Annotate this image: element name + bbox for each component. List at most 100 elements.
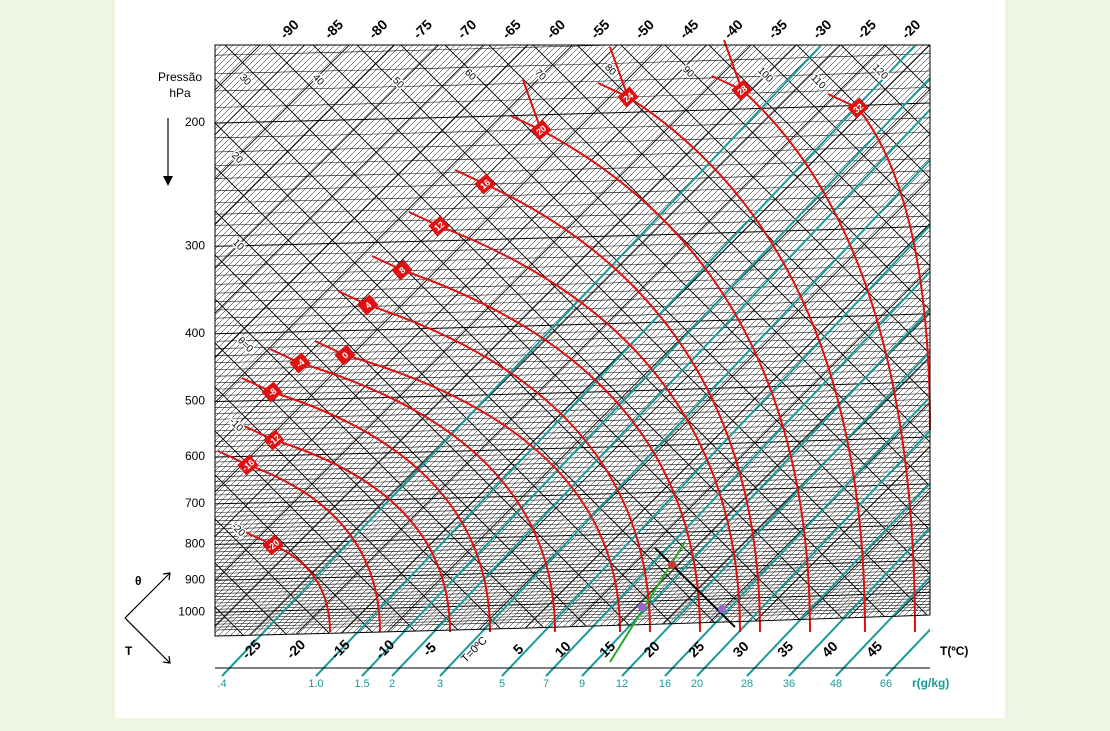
isobar	[215, 205, 930, 226]
hatch	[297, 45, 930, 636]
isotherm	[215, 45, 752, 636]
hatch	[507, 45, 930, 636]
hatch	[483, 45, 930, 636]
isobar	[215, 520, 930, 541]
hatch	[215, 45, 741, 636]
dry-adiabat	[215, 45, 397, 636]
hatch	[735, 45, 930, 636]
dry-adiabat	[707, 45, 930, 636]
isobar	[215, 281, 930, 302]
hatch	[215, 45, 513, 636]
hatch	[753, 45, 930, 636]
hatch	[215, 45, 381, 636]
hatch	[215, 45, 759, 636]
dry-adiabat	[0, 0, 88, 700]
hatch	[215, 45, 711, 636]
mixing-ratio-label: 48	[830, 678, 842, 690]
mixing-ratio-line	[746, 481, 930, 677]
isobar	[215, 381, 930, 403]
isobar	[215, 606, 930, 628]
wet-adiabat-tag	[261, 381, 283, 403]
hatch	[215, 45, 885, 636]
dry-adiabat	[267, 45, 930, 636]
isotherm	[215, 45, 663, 636]
pressure-label: 500	[185, 394, 205, 408]
isobar	[215, 289, 930, 311]
dry-adiabat	[487, 45, 930, 636]
pressure-label: 200	[185, 115, 205, 129]
hatch	[543, 45, 930, 636]
hatch	[215, 45, 459, 636]
isobar	[215, 45, 930, 56]
isobar	[215, 504, 930, 526]
isotherm	[215, 45, 395, 636]
mixing-ratio-line	[221, 45, 822, 677]
hatch	[215, 45, 831, 636]
mixing-ratio-unit: r(g/kg)	[912, 676, 949, 690]
wet-adiabat	[241, 377, 491, 633]
mixing-ratio-line	[361, 76, 930, 677]
dry-adiabat	[0, 0, 132, 700]
wet-adiabat-label: 12	[432, 219, 446, 233]
hatch	[215, 45, 537, 636]
hatch	[215, 45, 393, 636]
hatch	[657, 45, 930, 636]
hatch	[215, 45, 483, 636]
hatch	[681, 45, 930, 636]
hatch	[215, 45, 363, 636]
hatch	[215, 45, 423, 636]
arrow-head	[163, 176, 173, 186]
t-label: T	[125, 644, 133, 658]
pressure-label: 1000	[178, 604, 205, 618]
isotherm	[586, 45, 930, 636]
isobar	[215, 145, 930, 166]
hatch	[215, 45, 747, 636]
hatch	[429, 45, 930, 636]
isobar	[215, 508, 930, 530]
isobar	[215, 245, 930, 267]
hatch	[387, 45, 930, 636]
hatch	[215, 45, 777, 636]
isobar	[215, 320, 930, 342]
hatch	[215, 45, 627, 636]
hatch	[215, 45, 345, 636]
mixing-ratio-label: 16	[659, 678, 671, 690]
isobar	[215, 254, 930, 276]
hatch	[215, 45, 543, 636]
isobar	[215, 546, 930, 567]
isobar	[215, 235, 930, 257]
hatch	[215, 45, 453, 636]
path-line	[654, 547, 736, 628]
hatch	[215, 45, 843, 636]
hatch	[215, 45, 645, 636]
hatch	[405, 45, 930, 636]
dry-adiabat	[443, 45, 930, 636]
isobar	[215, 131, 930, 153]
mixing-ratio-label: 1.5	[354, 678, 369, 690]
wet-adiabat	[597, 82, 866, 633]
hatch	[215, 45, 471, 636]
wet-adiabat	[337, 290, 651, 633]
hatch	[215, 45, 375, 636]
hatch	[215, 45, 867, 636]
dry-adiabat	[0, 0, 44, 700]
isobar	[215, 335, 930, 356]
isobar	[215, 368, 930, 390]
wet-adiabat-top	[723, 39, 743, 91]
hatch	[215, 45, 429, 636]
pressure-label: 600	[185, 449, 205, 463]
hatch	[555, 45, 930, 636]
hatch	[215, 45, 717, 636]
hatch	[215, 45, 477, 636]
hatch	[789, 45, 930, 636]
isobar	[215, 487, 930, 509]
wet-adiabat-tag	[474, 173, 496, 195]
wet-adiabat-tag	[617, 86, 639, 108]
wet-adiabat	[314, 340, 621, 633]
mixing-ratio-line	[501, 224, 930, 677]
wet-adiabat	[217, 450, 381, 633]
hatch	[771, 45, 930, 636]
isobar	[215, 588, 930, 610]
hatch	[215, 45, 507, 636]
